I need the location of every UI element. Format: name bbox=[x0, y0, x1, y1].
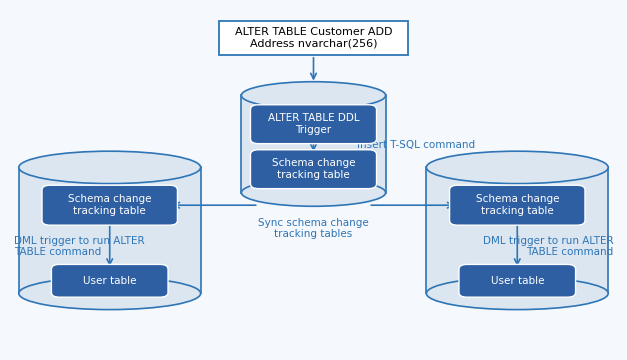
Text: Schema change
tracking table: Schema change tracking table bbox=[271, 158, 356, 180]
Polygon shape bbox=[426, 167, 608, 293]
Text: ALTER TABLE DDL
Trigger: ALTER TABLE DDL Trigger bbox=[268, 113, 359, 135]
Text: ALTER TABLE Customer ADD
Address nvarchar(256): ALTER TABLE Customer ADD Address nvarcha… bbox=[234, 27, 393, 49]
Ellipse shape bbox=[19, 277, 201, 310]
Text: Insert T-SQL command: Insert T-SQL command bbox=[357, 140, 475, 150]
Ellipse shape bbox=[241, 179, 386, 206]
Text: Schema change
tracking table: Schema change tracking table bbox=[475, 194, 559, 216]
Text: Sync schema change
tracking tables: Sync schema change tracking tables bbox=[258, 218, 369, 239]
Polygon shape bbox=[19, 167, 201, 293]
FancyBboxPatch shape bbox=[51, 264, 168, 297]
FancyBboxPatch shape bbox=[250, 150, 376, 189]
Text: DML trigger to run ALTER
TABLE command: DML trigger to run ALTER TABLE command bbox=[483, 236, 613, 257]
FancyBboxPatch shape bbox=[450, 185, 585, 225]
Polygon shape bbox=[241, 95, 386, 193]
FancyBboxPatch shape bbox=[42, 185, 177, 225]
Ellipse shape bbox=[426, 277, 608, 310]
Text: User table: User table bbox=[490, 276, 544, 286]
Ellipse shape bbox=[426, 151, 608, 184]
Text: User table: User table bbox=[83, 276, 137, 286]
FancyBboxPatch shape bbox=[250, 105, 376, 144]
FancyBboxPatch shape bbox=[459, 264, 576, 297]
Text: DML trigger to run ALTER
TABLE command: DML trigger to run ALTER TABLE command bbox=[14, 236, 144, 257]
Text: Schema change
tracking table: Schema change tracking table bbox=[68, 194, 152, 216]
Ellipse shape bbox=[19, 151, 201, 184]
FancyBboxPatch shape bbox=[219, 21, 408, 55]
Ellipse shape bbox=[241, 82, 386, 109]
